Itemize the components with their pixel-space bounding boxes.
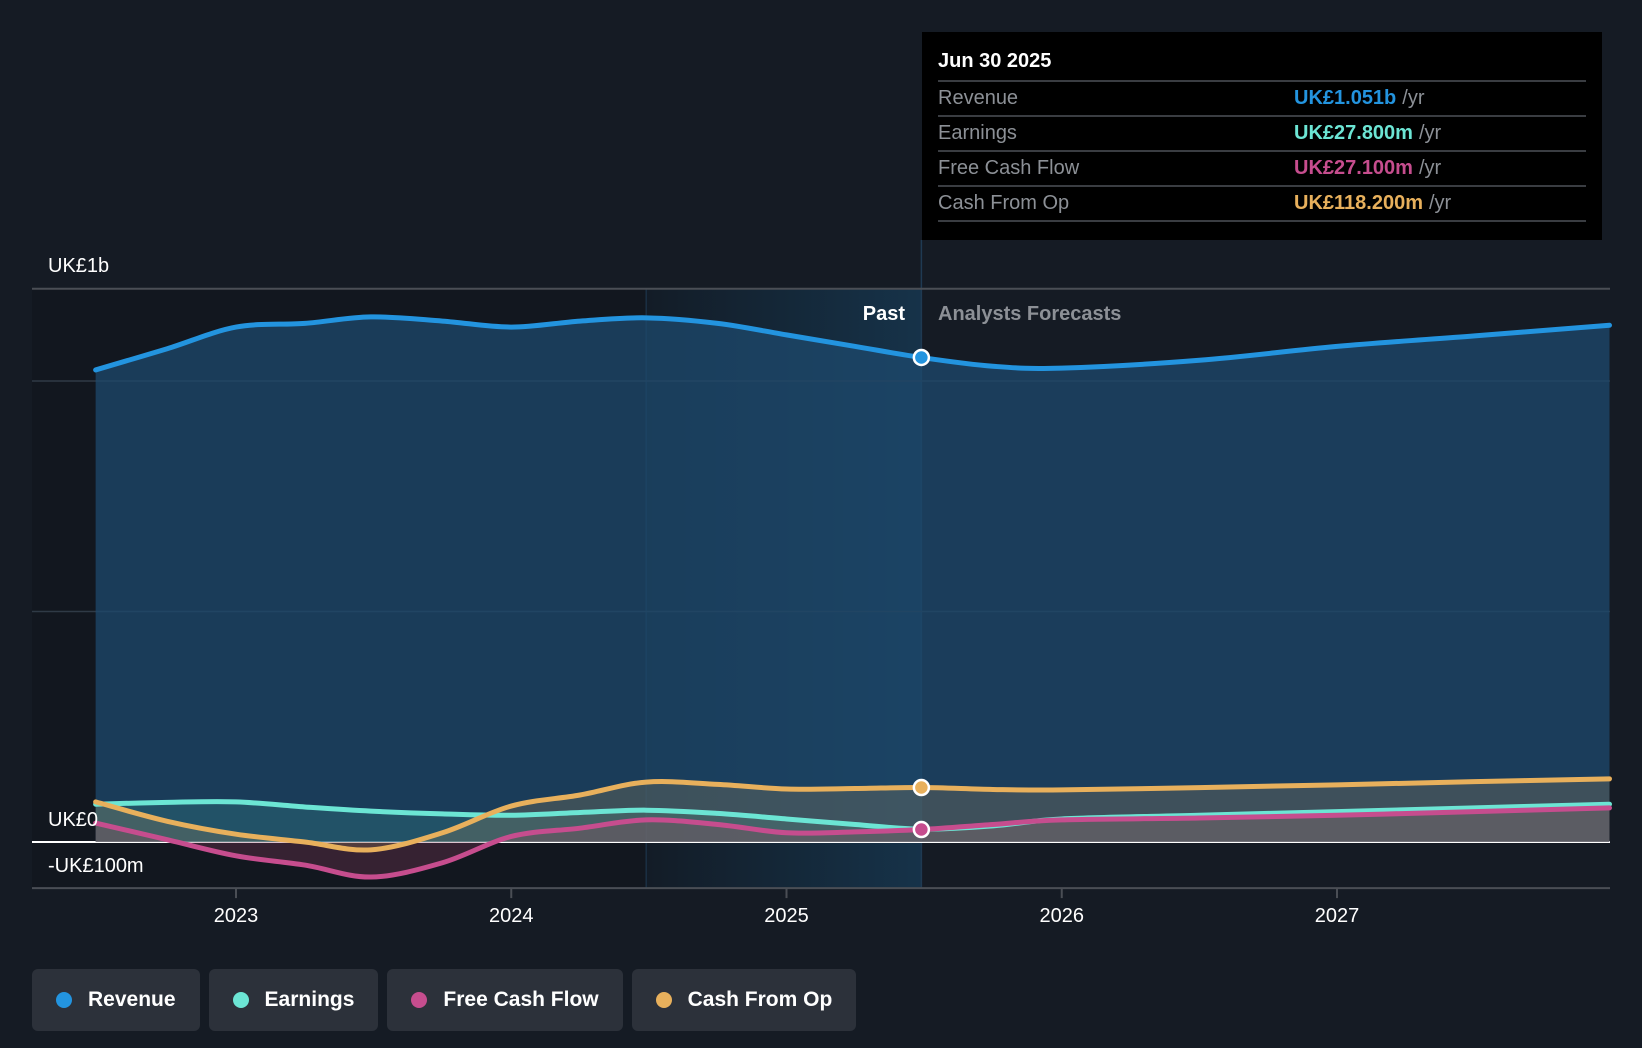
tooltip-unit: /yr [1418,157,1442,179]
revenue-dot-icon [56,992,72,1008]
legend-label: Earnings [264,988,355,1011]
free-cash-flow-marker [912,820,931,839]
tooltip-row-earnings: Earnings UK£27.800m /yr [938,117,1586,152]
y-tick-label-zero: UK£0 [48,809,98,831]
tooltip-value: UK£118.200m [1294,192,1423,214]
tooltip-row-cash-from-op: Cash From Op UK£118.200m /yr [938,187,1586,222]
cash-from-op-dot-icon [655,992,672,1008]
free-cash-flow-line [93,805,1612,880]
past-zone-label: Past [863,303,906,325]
tooltip-label: Revenue [938,87,1019,109]
tooltip-value: UK£1.051b [1294,87,1397,109]
revenue-line [93,314,1612,373]
tooltip-row-free-cash-flow: Free Cash Flow UK£27.100m /yr [938,152,1586,187]
legend-item-cash-from-op[interactable]: Cash From Op [631,969,857,1031]
earnings-dot-icon [232,992,249,1008]
tooltip-value: UK£27.800m [1294,122,1413,144]
x-tick-label: 2023 [214,905,259,927]
cash-from-op-area [95,778,1610,851]
x-tick-label: 2027 [1315,905,1360,927]
y-tick-label-top: UK£1b [48,255,109,277]
cash-from-op-marker [912,778,931,797]
earnings-area [95,801,1610,842]
legend-label: Free Cash Flow [443,988,599,1011]
free-cash-flow-dot-icon [411,992,428,1008]
tooltip: Jun 30 2025 Revenue UK£1.051b /yr Earnin… [922,32,1602,240]
x-tick-label: 2024 [489,905,534,927]
legend-item-free-cash-flow[interactable]: Free Cash Flow [387,969,623,1031]
tooltip-unit: /yr [1402,87,1425,109]
tooltip-row-revenue: Revenue UK£1.051b /yr [938,82,1586,117]
free-cash-flow-area [95,807,1610,878]
legend: Revenue Earnings Free Cash Flow Cash Fro… [32,969,857,1031]
x-tick-label: 2026 [1040,905,1085,927]
revenue-marker [912,348,931,367]
tooltip-unit: /yr [1428,192,1452,214]
legend-label: Revenue [88,988,176,1011]
legend-label: Cash From Op [687,988,833,1011]
x-tick-label: 2025 [764,905,809,927]
forecast-zone-label: Analysts Forecasts [938,303,1121,325]
tooltip-date: Jun 30 2025 [938,46,1586,82]
legend-item-revenue[interactable]: Revenue [32,969,200,1031]
tooltip-label: Earnings [938,122,1017,144]
tooltip-unit: /yr [1418,122,1442,144]
revenue-area [95,316,1610,842]
legend-item-earnings[interactable]: Earnings [208,969,379,1031]
tooltip-label: Cash From Op [938,192,1070,214]
earnings-line [93,799,1612,832]
y-tick-label-bottom: -UK£100m [48,855,144,877]
cash-from-op-line [93,776,1612,853]
tooltip-value: UK£27.100m [1294,157,1413,179]
tooltip-label: Free Cash Flow [938,157,1080,179]
